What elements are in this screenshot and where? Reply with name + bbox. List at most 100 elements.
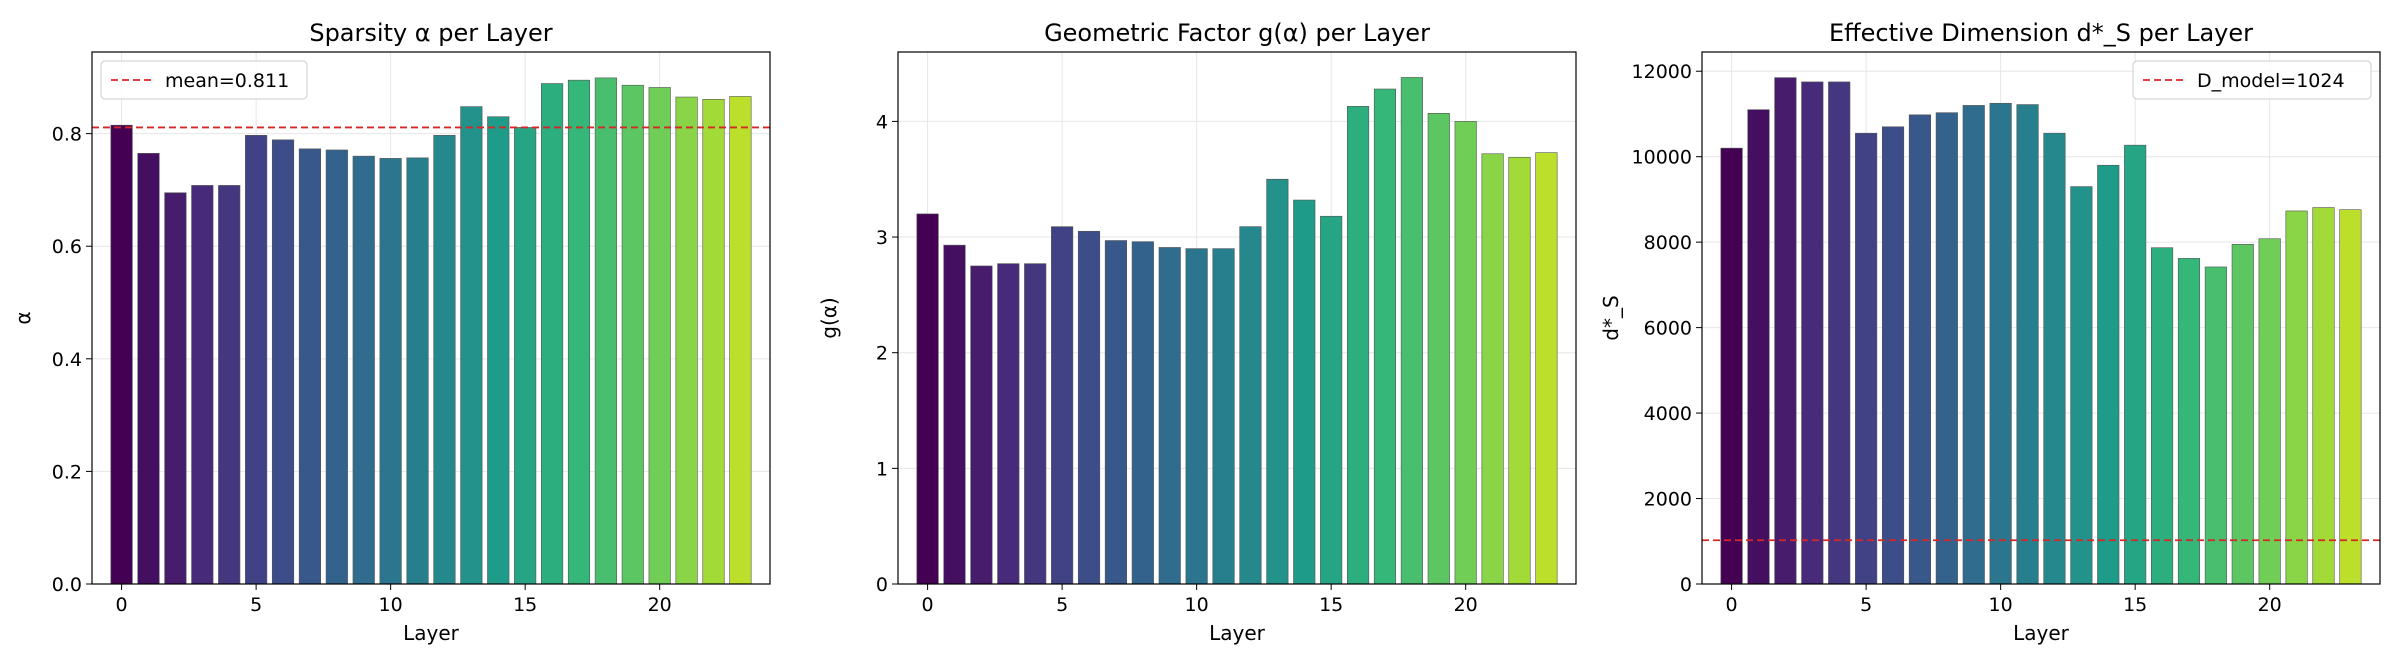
legend: mean=0.811 [100,60,308,100]
bar-layer-14 [487,116,510,585]
y-tick-label: 1 [876,458,888,480]
legend-label: D_model=1024 [2197,70,2345,92]
y-axis-label: α [11,311,35,324]
bar-layer-12 [2043,132,2066,585]
chart-title: Sparsity α per Layer [309,19,552,47]
bar-layer-22 [702,98,725,585]
x-tick-label: 20 [1454,594,1478,616]
bar-layer-0 [1720,147,1743,585]
bar-layer-9 [1962,105,1985,585]
y-tick-label: 10000 [1632,147,1692,169]
x-tick-label: 0 [1726,594,1738,616]
x-tick-label: 10 [1989,594,2013,616]
bar-layer-6 [1077,230,1101,585]
x-tick-label: 15 [1319,594,1343,616]
bar-layer-3 [1801,81,1824,585]
y-tick-label: 12000 [1632,61,1692,83]
x-tick-label: 0 [116,594,128,616]
bar-layer-19 [1427,112,1450,585]
plot-frame [91,51,771,585]
chart-panel-2: 0 5 10 15 20 0 1 2 3 4 Geometric Factor g(α) per L… [817,19,1577,645]
y-tick-label: 6000 [1644,318,1692,340]
bar-layer-6 [1881,126,1905,585]
bar-layer-16 [541,83,564,585]
bar-layer-11 [406,157,429,585]
plot-frame [1701,51,2381,585]
bar-layer-21 [675,96,698,585]
bar-layer-10 [1989,102,2012,585]
bar-layer-19 [2231,243,2254,585]
bar-layer-11 [1212,248,1235,585]
bar-layer-18 [2204,266,2227,585]
bar-layer-4 [1024,263,1047,585]
bar-layer-4 [218,185,241,585]
legend-box [100,60,308,100]
bar-layer-13 [1266,178,1289,585]
y-axis-label: d*_S [1599,295,1623,340]
bar-layer-17 [1373,88,1397,585]
bar-layer-22 [2312,207,2335,585]
bar-layer-5 [245,135,268,585]
bar-layer-22 [1508,156,1531,585]
chart-panel-1: 0 5 10 15 20 0.0 0.2 0.4 0.6 0.8 Sparsity α per La… [11,19,771,645]
bar-layer-0 [916,213,939,585]
bar-layer-1 [137,153,160,585]
legend-label: mean=0.811 [165,70,289,92]
bar-layer-20 [648,87,671,585]
bar-layer-13 [460,106,483,585]
bar-layer-2 [1774,77,1797,585]
bar-layer-12 [1239,226,1262,585]
x-tick-label: 20 [2258,594,2282,616]
y-tick-label: 4 [876,111,888,133]
y-tick-label: 0.6 [52,236,82,258]
bar-layer-5 [1855,132,1878,585]
y-tick-label: 4000 [1644,403,1692,425]
y-axis-label: g(α) [817,297,841,338]
x-tick-label: 10 [1185,594,1209,616]
y-tick-label: 0.4 [52,349,82,371]
x-tick-label: 10 [379,594,403,616]
bar-layer-21 [1481,153,1504,585]
bar-layer-7 [1908,114,1931,585]
bar-layer-7 [298,148,321,585]
bar-layer-11 [2016,104,2039,585]
bar-layer-8 [1131,241,1154,585]
x-tick-label: 15 [2123,594,2147,616]
y-tick-label: 8000 [1644,232,1692,254]
bar-layer-14 [1293,199,1316,585]
y-tick-label: 0.2 [52,461,82,483]
bar-layer-6 [271,139,295,585]
bar-layer-18 [594,77,617,585]
x-axis-label: Layer [2013,621,2070,645]
chart-title: Effective Dimension d*_S per Layer [1829,19,2253,47]
bar-layer-16 [2151,247,2174,585]
legend: D_model=1024 [2132,60,2372,100]
bar-layer-20 [1454,121,1477,585]
y-tick-label: 0.0 [52,574,82,596]
bar-layer-2 [970,265,993,585]
bar-layer-4 [1828,81,1851,585]
x-tick-label: 5 [1056,594,1068,616]
bar-layer-8 [325,149,348,585]
bar-layer-20 [2258,238,2281,585]
chart-title: Geometric Factor g(α) per Layer [1044,19,1430,47]
bar-layer-15 [514,127,537,585]
x-axis-label: Layer [403,621,460,645]
bar-layer-23 [2339,209,2362,585]
bar-layer-9 [1158,247,1181,585]
bar-layer-14 [2097,164,2120,585]
bar-layer-3 [191,185,214,585]
bar-layer-13 [2070,186,2093,585]
bar-layer-7 [1104,240,1127,585]
bar-layer-23 [1535,152,1558,585]
bar-layer-2 [164,192,187,585]
bar-layer-3 [997,263,1020,585]
x-tick-label: 5 [250,594,262,616]
bar-layer-5 [1051,226,1074,585]
bar-layer-21 [2285,210,2308,585]
x-axis-label: Layer [1209,621,1266,645]
x-tick-label: 15 [513,594,537,616]
y-tick-label: 2 [876,343,888,365]
bar-layer-19 [621,84,644,585]
